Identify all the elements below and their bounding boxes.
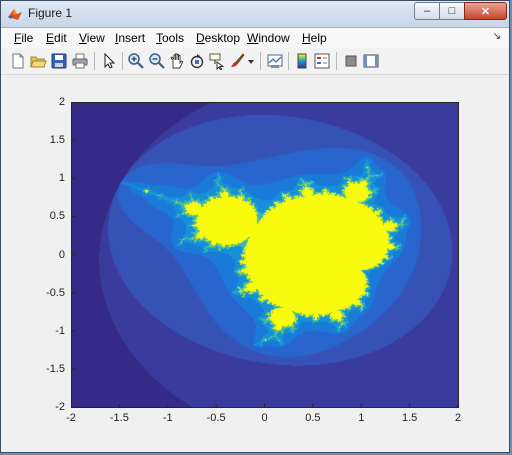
menu-overflow-icon[interactable]: ↘ — [492, 31, 501, 42]
print-icon[interactable] — [71, 52, 89, 70]
menu-bar: File Edit View Insert Tools Desktop Wind… — [1, 28, 509, 48]
menu-view-label: iew — [86, 31, 105, 45]
menu-insert-hotkey: I — [115, 31, 119, 45]
x-tick-label: 1 — [358, 412, 365, 424]
pan-icon[interactable] — [168, 52, 186, 70]
menu-file[interactable]: File — [14, 31, 33, 45]
y-tick-label: 1 — [58, 172, 65, 185]
menu-tools[interactable]: Tools — [156, 31, 184, 45]
menu-edit-hotkey: E — [46, 31, 55, 45]
show-plot-tools-icon[interactable] — [362, 52, 380, 70]
toolbar-separator — [288, 52, 289, 70]
x-tick-label: -0.5 — [206, 412, 226, 424]
window-title: Figure 1 — [28, 6, 73, 20]
menu-tools-label: ools — [162, 31, 185, 45]
toolbar-separator — [336, 52, 337, 70]
y-tick-label: -1 — [55, 324, 65, 337]
menu-help-hotkey: H — [302, 31, 311, 45]
fractal-heatmap — [71, 102, 459, 408]
rotate-icon[interactable] — [188, 52, 206, 70]
menu-help-label: elp — [310, 31, 327, 45]
toolbar-separator — [260, 52, 261, 70]
menu-desktop[interactable]: Desktop — [196, 31, 240, 45]
minimize-button[interactable]: – — [414, 2, 440, 20]
menu-desktop-hotkey: D — [196, 31, 205, 45]
y-tick-label: 2 — [58, 96, 65, 108]
x-tick-label: 0.5 — [305, 412, 321, 424]
save-icon[interactable] — [50, 52, 68, 70]
x-tick-label: -1.5 — [109, 412, 129, 424]
menu-window-label: indow — [258, 31, 290, 45]
toolbar-separator — [94, 52, 95, 70]
y-tick-label: -1.5 — [46, 362, 65, 375]
hide-plot-tools-icon[interactable] — [342, 52, 360, 70]
zoom-out-icon[interactable] — [148, 52, 166, 70]
menu-desktop-label: esktop — [204, 31, 241, 45]
pointer-icon[interactable] — [100, 52, 118, 70]
menu-edit-label: dit — [54, 31, 67, 45]
maximize-button[interactable]: □ — [439, 2, 465, 20]
new-figure-icon[interactable] — [9, 52, 27, 70]
zoom-in-icon[interactable] — [127, 52, 145, 70]
brush-dropdown-icon[interactable] — [246, 52, 256, 70]
y-tick-label: 0 — [58, 248, 65, 261]
y-tick-label: 0.5 — [49, 210, 65, 223]
x-tick-label: 1.5 — [401, 412, 418, 424]
toolbar-separator — [122, 52, 123, 70]
title-bar[interactable]: Figure 1 – □ ✕ — [1, 1, 509, 28]
matlab-logo-icon — [8, 9, 22, 20]
menu-edit[interactable]: Edit — [46, 31, 67, 45]
close-icon: ✕ — [480, 5, 491, 18]
menu-view[interactable]: View — [79, 31, 105, 45]
menu-window-hotkey: W — [247, 31, 259, 45]
menu-window[interactable]: Window — [247, 31, 290, 45]
menu-tools-hotkey: T — [156, 31, 162, 45]
colorbar-icon[interactable] — [293, 52, 311, 70]
x-tick-label: -2 — [66, 412, 76, 424]
y-tick-label: -0.5 — [46, 286, 65, 299]
close-button[interactable]: ✕ — [464, 2, 507, 20]
axes-frame — [71, 102, 459, 408]
data-cursor-icon[interactable] — [208, 52, 226, 70]
menu-view-hotkey: V — [79, 31, 87, 45]
menu-file-hotkey: F — [14, 31, 22, 45]
open-file-icon[interactable] — [29, 52, 47, 70]
menu-help[interactable]: Help — [302, 31, 327, 45]
brush-icon[interactable] — [228, 52, 246, 70]
maximize-icon: □ — [448, 5, 456, 17]
menu-insert-label: nsert — [118, 31, 146, 45]
minimize-icon: – — [423, 5, 431, 17]
menu-file-label: ile — [21, 31, 34, 45]
link-plot-icon[interactable] — [266, 52, 284, 70]
x-tick-label: 0 — [261, 412, 268, 424]
y-tick-label: 1.5 — [49, 134, 65, 147]
plot-axes[interactable] — [71, 102, 459, 408]
axes-box — [71, 102, 459, 408]
figure-toolbar — [1, 48, 509, 75]
x-tick-label: 2 — [454, 412, 462, 424]
x-tick-label: -1 — [162, 412, 173, 424]
legend-icon[interactable] — [313, 52, 331, 70]
menu-insert[interactable]: Insert — [115, 31, 145, 45]
y-tick-label: -2 — [55, 401, 65, 413]
